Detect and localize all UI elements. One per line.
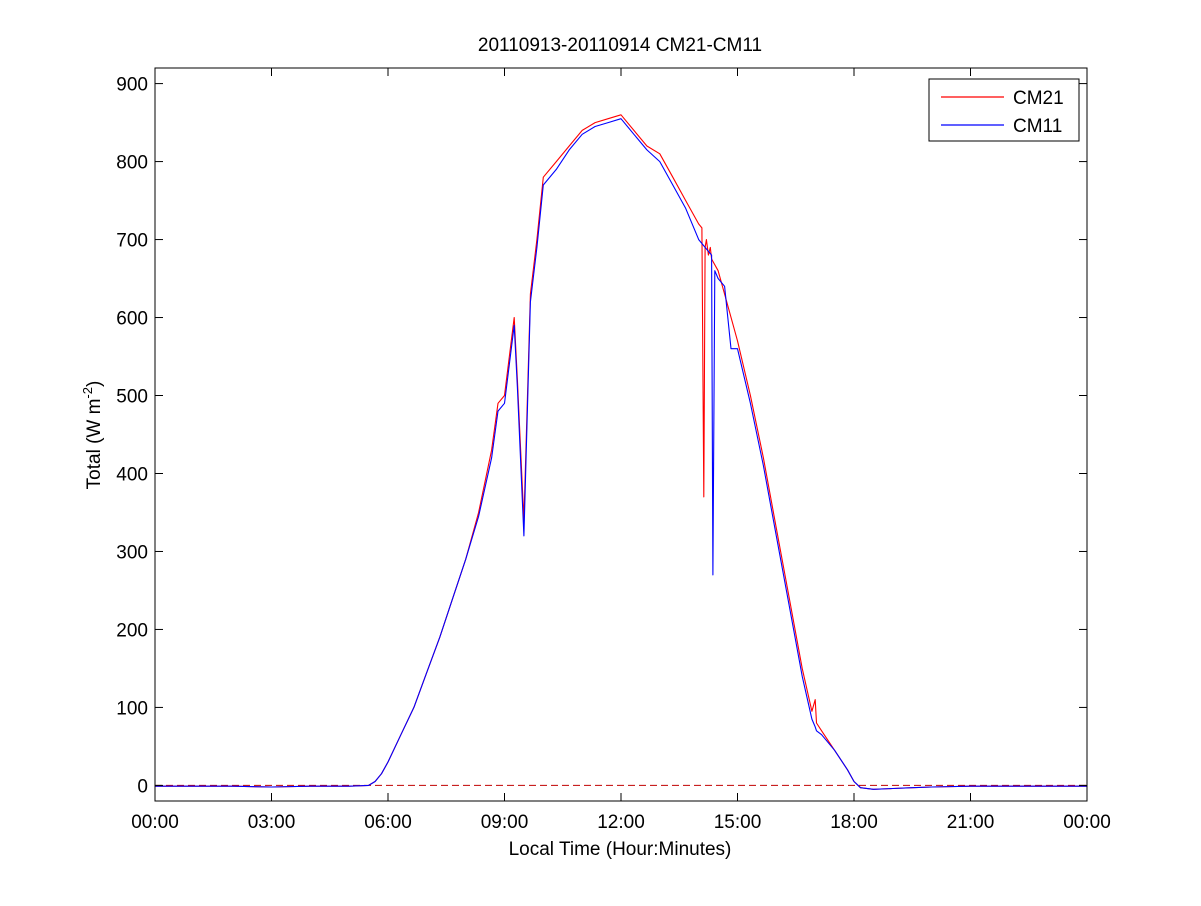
y-tick-label: 200 [116,620,148,641]
x-tick-label: 12:00 [597,812,645,833]
y-axis-label-suffix: ) [84,381,105,387]
y-tick-label: 100 [116,698,148,719]
x-tick-label: 03:00 [248,812,296,833]
y-tick-label: 800 [116,153,148,174]
axes: 0 100 200 300 400 500 600 700 800 900 00:00 03:00 06… [116,67,1111,833]
x-tick-label: 15:00 [714,812,762,833]
y-axis-label-superscript: -2 [80,387,95,399]
y-axis-label: Total (W m-2) [80,381,105,490]
x-tick-label: 06:00 [364,812,412,833]
legend-label-cm11: CM11 [1013,116,1062,137]
chart-title: 20110913-20110914 CM21-CM11 [478,35,762,56]
y-tick-label: 600 [116,309,148,330]
plot-area [155,114,1087,790]
x-tick-label: 00:00 [131,812,179,833]
y-tick-label: 500 [116,387,148,408]
y-tick-label: 900 [116,75,148,96]
x-axis-label: Local Time (Hour:Minutes) [509,839,732,860]
y-tick-label: 300 [116,542,148,563]
y-tick-label: 0 [137,776,148,797]
x-tick-label: 18:00 [830,812,878,833]
x-tick-label: 00:00 [1063,812,1111,833]
x-tick-label: 21:00 [947,812,995,833]
legend-box [928,78,1080,142]
x-tick-label: 09:00 [481,812,529,833]
y-tick-label: 700 [116,231,148,252]
series-line-cm11 [155,118,1087,790]
y-axis-label-main: Total (W m [84,399,105,490]
legend-label-cm21: CM21 [1013,88,1064,109]
y-tick-label: 400 [116,464,148,485]
legend: CM21 CM11 [928,78,1080,142]
